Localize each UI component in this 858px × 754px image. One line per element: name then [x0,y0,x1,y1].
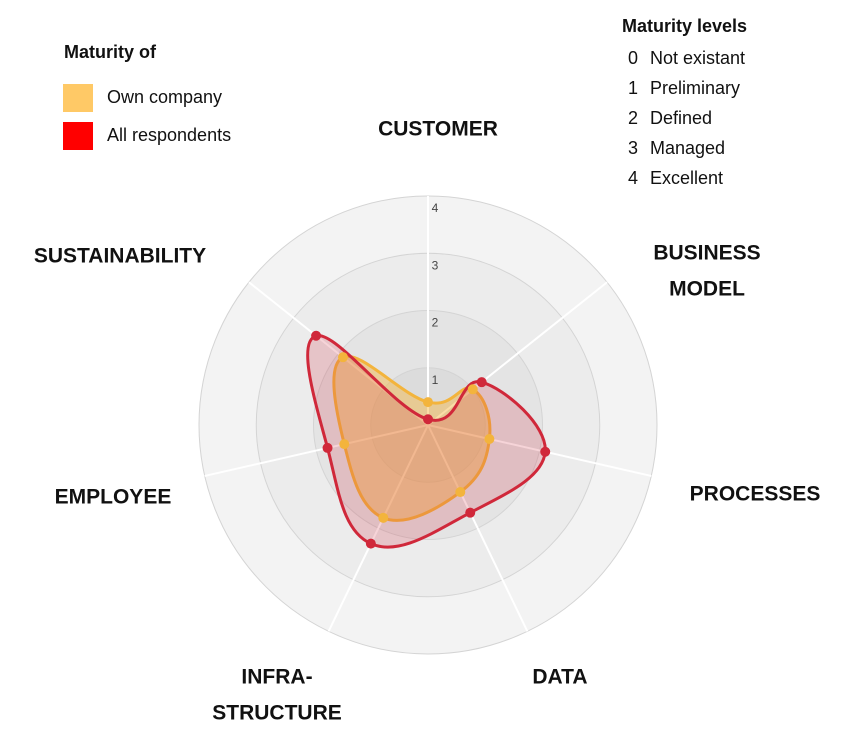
axis-label: CUSTOMER [378,118,498,141]
spoke [204,424,429,477]
data-point [423,414,433,425]
data-point [423,397,433,408]
r-tick-label: 4 [432,201,439,215]
axis-label: STRUCTURE [212,702,342,725]
levels-title: Maturity levels [622,16,747,36]
axis-label: SUSTAINABILITY [34,245,206,268]
legend-label: All respondents [107,125,231,145]
data-point [465,507,476,518]
data-point [337,352,348,363]
legend-swatch [63,122,93,150]
data-point [476,377,487,388]
legend-label: Own company [107,87,222,107]
plot [306,330,551,549]
axis-label: INFRA- [241,666,312,689]
data-point [339,439,350,450]
axis-label: DATA [532,666,587,689]
data-point [378,512,389,523]
data-point [365,538,376,549]
spoke [327,424,429,632]
level-number: 3 [628,138,638,158]
spoke [427,424,529,632]
r-tick-label: 1 [432,373,439,387]
legend-title: Maturity of [64,42,157,62]
rings: 1 2 3 4 [198,195,658,655]
level-number: 1 [628,78,638,98]
data-point [322,442,333,453]
r-tick-label: 2 [432,316,439,330]
level-name: Not existant [650,48,745,68]
level-number: 2 [628,108,638,128]
level-name: Excellent [650,168,723,188]
spoke [427,424,652,477]
axis-label: MODEL [669,278,745,301]
data-point [540,446,551,457]
level-name: Managed [650,138,725,158]
data-point [467,384,478,395]
axis-label: BUSINESS [653,242,760,265]
level-number: 0 [628,48,638,68]
r-tick-label: 3 [432,258,439,272]
level-name: Defined [650,108,712,128]
axis-label: EMPLOYEE [55,486,172,509]
data-point [484,434,495,445]
legend-swatch [63,84,93,112]
level-number: 4 [628,168,638,188]
axis-label: PROCESSES [690,483,821,506]
level-name: Preliminary [650,78,740,98]
data-point [455,487,466,498]
data-point [311,330,322,341]
